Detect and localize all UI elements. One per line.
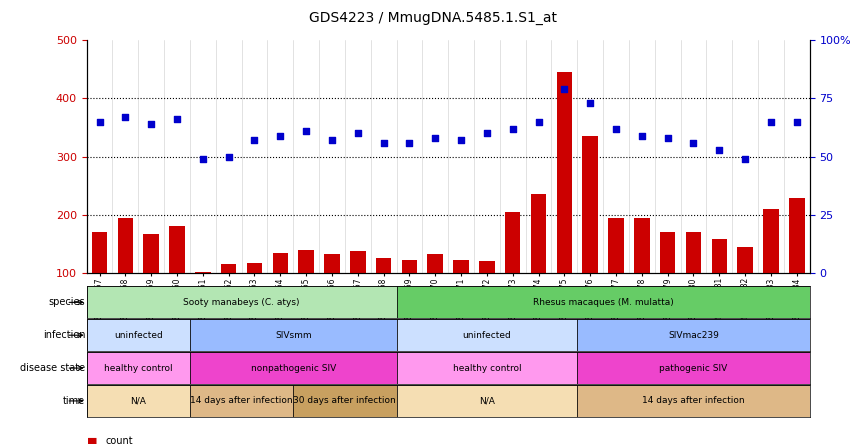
Point — [532, 118, 546, 125]
Text: disease state: disease state — [20, 363, 85, 373]
Bar — [789, 198, 805, 331]
Bar — [87, 352, 190, 384]
Text: 14 days after infection: 14 days after infection — [191, 396, 293, 405]
Bar — [660, 232, 675, 331]
Point — [558, 85, 572, 92]
Point — [609, 125, 623, 132]
Bar — [221, 264, 236, 331]
Text: count: count — [106, 436, 133, 444]
Point — [713, 146, 727, 153]
Bar — [583, 136, 598, 331]
Bar — [397, 352, 578, 384]
Point — [661, 135, 675, 142]
Bar — [247, 262, 262, 331]
Point — [687, 139, 701, 146]
Bar — [294, 385, 397, 417]
Point — [429, 135, 443, 142]
Bar — [578, 352, 810, 384]
Point — [93, 118, 107, 125]
Bar — [608, 218, 624, 331]
Bar — [190, 352, 397, 384]
Bar — [273, 253, 288, 331]
Point — [635, 132, 649, 139]
Text: time: time — [63, 396, 85, 406]
Point — [119, 113, 132, 120]
Text: SIVsmm: SIVsmm — [275, 331, 312, 340]
Point — [351, 130, 365, 137]
Bar — [299, 250, 313, 331]
Point — [738, 155, 752, 163]
Bar — [92, 232, 107, 331]
Point — [325, 137, 339, 144]
Bar — [686, 232, 701, 331]
Text: ■: ■ — [87, 436, 97, 444]
Text: N/A: N/A — [130, 396, 146, 405]
Text: pathogenic SIV: pathogenic SIV — [659, 364, 727, 373]
Text: SIVmac239: SIVmac239 — [668, 331, 719, 340]
Point — [145, 120, 158, 127]
Text: Sooty manabeys (C. atys): Sooty manabeys (C. atys) — [184, 298, 300, 307]
Point — [222, 153, 236, 160]
Text: 30 days after infection: 30 days after infection — [294, 396, 397, 405]
Text: N/A: N/A — [479, 396, 494, 405]
Bar — [87, 319, 190, 351]
Bar — [479, 262, 494, 331]
Bar — [428, 254, 443, 331]
Bar — [324, 254, 339, 331]
Bar — [376, 258, 391, 331]
Bar — [87, 385, 190, 417]
Bar — [350, 251, 365, 331]
Text: GDS4223 / MmugDNA.5485.1.S1_at: GDS4223 / MmugDNA.5485.1.S1_at — [309, 11, 557, 25]
Bar — [531, 194, 546, 331]
Bar — [397, 319, 578, 351]
Bar — [578, 319, 810, 351]
Bar — [402, 260, 417, 331]
Bar — [169, 226, 184, 331]
Bar — [737, 247, 753, 331]
Text: species: species — [48, 297, 85, 307]
Bar — [763, 209, 779, 331]
Bar — [557, 72, 572, 331]
Text: 14 days after infection: 14 days after infection — [643, 396, 745, 405]
Bar — [397, 385, 578, 417]
Point — [274, 132, 288, 139]
Point — [454, 137, 468, 144]
Point — [377, 139, 391, 146]
Point — [764, 118, 778, 125]
Text: infection: infection — [42, 330, 85, 340]
Point — [403, 139, 417, 146]
Bar — [578, 385, 810, 417]
Bar — [505, 212, 520, 331]
Point — [584, 99, 598, 107]
Point — [170, 115, 184, 123]
Bar — [190, 385, 294, 417]
Text: uninfected: uninfected — [113, 331, 163, 340]
Text: healthy control: healthy control — [453, 364, 521, 373]
Text: uninfected: uninfected — [462, 331, 511, 340]
Bar — [144, 234, 158, 331]
Text: nonpathogenic SIV: nonpathogenic SIV — [250, 364, 336, 373]
Point — [299, 127, 313, 135]
Point — [196, 155, 210, 163]
Point — [480, 130, 494, 137]
Bar — [118, 218, 133, 331]
Bar — [453, 260, 469, 331]
Point — [248, 137, 262, 144]
Point — [790, 118, 804, 125]
Text: healthy control: healthy control — [104, 364, 172, 373]
Bar — [195, 272, 210, 331]
Point — [506, 125, 520, 132]
Text: Rhesus macaques (M. mulatta): Rhesus macaques (M. mulatta) — [533, 298, 674, 307]
Bar — [634, 218, 650, 331]
Bar — [397, 286, 810, 318]
Bar — [87, 286, 397, 318]
Bar — [190, 319, 397, 351]
Bar — [712, 239, 727, 331]
